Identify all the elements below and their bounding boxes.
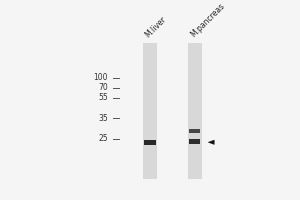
Bar <box>189 139 200 144</box>
Bar <box>143 43 157 179</box>
Bar <box>144 140 156 145</box>
Text: 70: 70 <box>98 83 108 92</box>
Text: 25: 25 <box>99 134 108 143</box>
Text: 35: 35 <box>98 114 108 123</box>
Text: 100: 100 <box>94 73 108 82</box>
Bar <box>188 43 202 179</box>
Polygon shape <box>208 140 214 144</box>
Text: 55: 55 <box>98 93 108 102</box>
Bar <box>189 129 200 133</box>
Text: M.pancreas: M.pancreas <box>188 2 226 39</box>
Text: M.liver: M.liver <box>144 15 168 39</box>
